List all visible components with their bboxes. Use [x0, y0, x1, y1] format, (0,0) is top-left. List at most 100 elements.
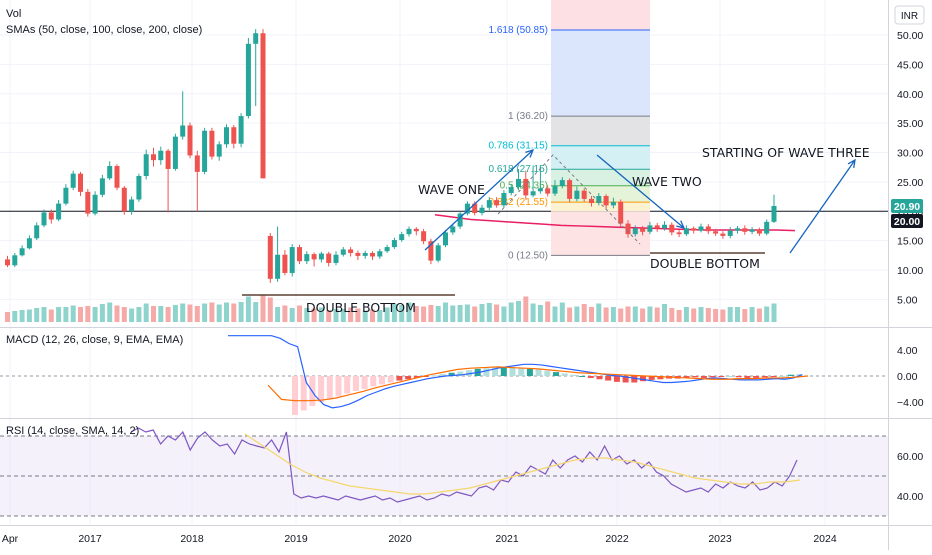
candle-body	[377, 251, 383, 257]
volume-bar	[443, 302, 448, 322]
candle-body	[516, 178, 521, 188]
candle-body	[596, 195, 602, 204]
volume-bar	[508, 302, 514, 322]
macd-histogram-bar	[457, 371, 464, 376]
fib-level-label: 1.618 (50.85)	[489, 25, 549, 36]
volume-bar	[640, 308, 646, 322]
macd-histogram-bar	[292, 376, 298, 415]
volume-bar	[771, 303, 777, 322]
volume-bar	[78, 307, 83, 322]
macd-histogram-bar	[779, 376, 786, 377]
macd-histogram-bar	[700, 376, 707, 378]
macd-histogram-bar	[622, 376, 629, 383]
volume-bar	[486, 303, 492, 322]
wave-dashed-path	[497, 154, 641, 245]
time-axis[interactable]: Apr 2017 2018 2019 2020 2021 2022 2023 2024	[2, 533, 837, 545]
candle-body	[589, 198, 594, 204]
macd-histogram-bar	[735, 376, 742, 378]
macd-histogram-bar	[379, 376, 385, 385]
drawings[interactable]: DOUBLE BOTTOM DOUBLE BOTTOM WAVE ONE WAVE T…	[242, 145, 870, 315]
candle-body	[603, 195, 609, 206]
macd-histogram-bar	[500, 366, 507, 376]
horizontal-line-text: 20.00	[894, 216, 920, 228]
volume-bar	[749, 307, 755, 322]
candle-body	[297, 247, 302, 262]
volume-bar	[297, 305, 302, 322]
volume-bar	[632, 306, 638, 322]
candle-body	[683, 228, 689, 235]
rsi-legend[interactable]: RSI (14, close, SMA, 14, 2)	[6, 425, 139, 437]
macd-histogram-bar	[413, 376, 420, 378]
candle-body	[756, 229, 762, 234]
volume-bar	[581, 304, 587, 322]
currency-box[interactable]	[894, 5, 925, 25]
fib-level-label: 0.786 (31.15)	[489, 141, 549, 152]
candle-body	[399, 234, 405, 241]
macd-histogram-bar	[561, 373, 568, 376]
candle-body	[647, 225, 653, 232]
candle-body	[267, 235, 273, 279]
candle-body	[567, 180, 573, 199]
volume-legend[interactable]: Vol	[6, 8, 21, 20]
candle-body	[720, 233, 726, 236]
macd-histogram-bar	[796, 374, 803, 376]
candle-body	[63, 187, 69, 204]
macd-histogram-bar	[370, 376, 377, 387]
volume-bar	[41, 307, 47, 322]
candle-body	[464, 203, 470, 214]
candle-body	[224, 127, 229, 145]
macd-axis[interactable]: 4.00 0.00 −4.00	[897, 345, 924, 409]
volume-bar	[603, 307, 609, 322]
volume-bar	[107, 302, 113, 322]
volume-bar	[114, 305, 120, 322]
sma-legend[interactable]: SMAs (50, close, 100, close, 200, close)	[6, 24, 202, 36]
last-price-badge	[891, 199, 923, 213]
macd-legend[interactable]: MACD (12, 26, close, 9, EMA, EMA)	[6, 334, 183, 346]
macd-histogram-bar	[718, 376, 725, 377]
candle-body	[34, 225, 40, 239]
candle-body	[370, 252, 375, 257]
macd-histogram-bar	[648, 376, 655, 380]
macd-histogram-bar	[709, 376, 716, 378]
volume-bar	[669, 308, 675, 322]
candle-body	[311, 254, 317, 260]
volume-bar	[158, 306, 164, 322]
candle-body	[472, 203, 478, 214]
volume-bar	[552, 306, 558, 322]
macd-histogram-bar	[605, 376, 612, 381]
volume-bar	[231, 303, 237, 322]
rsi-axis[interactable]: 60.00 40.00	[897, 451, 923, 503]
volume-bar	[720, 309, 726, 322]
volume-bar	[165, 307, 171, 322]
candle-body	[194, 155, 200, 172]
volume-bar	[34, 308, 40, 322]
macd-histogram-bar	[683, 376, 690, 378]
candle-body	[92, 194, 98, 214]
fib-zone	[551, 169, 650, 186]
macd-histogram-bar	[535, 369, 542, 376]
volume-bar	[654, 307, 660, 322]
volume-bar	[428, 305, 434, 322]
candle-body	[501, 193, 507, 206]
candle-body	[771, 205, 777, 222]
volume-bar	[311, 308, 317, 322]
volume-bar	[756, 308, 762, 322]
candle-body	[12, 255, 18, 266]
volume-bar	[523, 296, 529, 322]
candle-body	[413, 228, 419, 232]
candle-body	[457, 213, 463, 227]
volume-bar	[698, 307, 704, 322]
macd-histogram-bar	[692, 376, 699, 378]
candle-body	[486, 200, 492, 208]
last-price-text: 20.90	[894, 201, 920, 213]
volume-bar	[399, 305, 405, 322]
macd-histogram-bar	[596, 376, 603, 380]
volume-bar	[537, 305, 543, 322]
candle-body	[165, 150, 171, 169]
macd-histogram-bar	[318, 376, 325, 402]
volume-bar	[172, 305, 178, 322]
macd-histogram-bar	[787, 374, 794, 376]
candle-body	[574, 190, 580, 199]
candle-body	[260, 33, 266, 179]
